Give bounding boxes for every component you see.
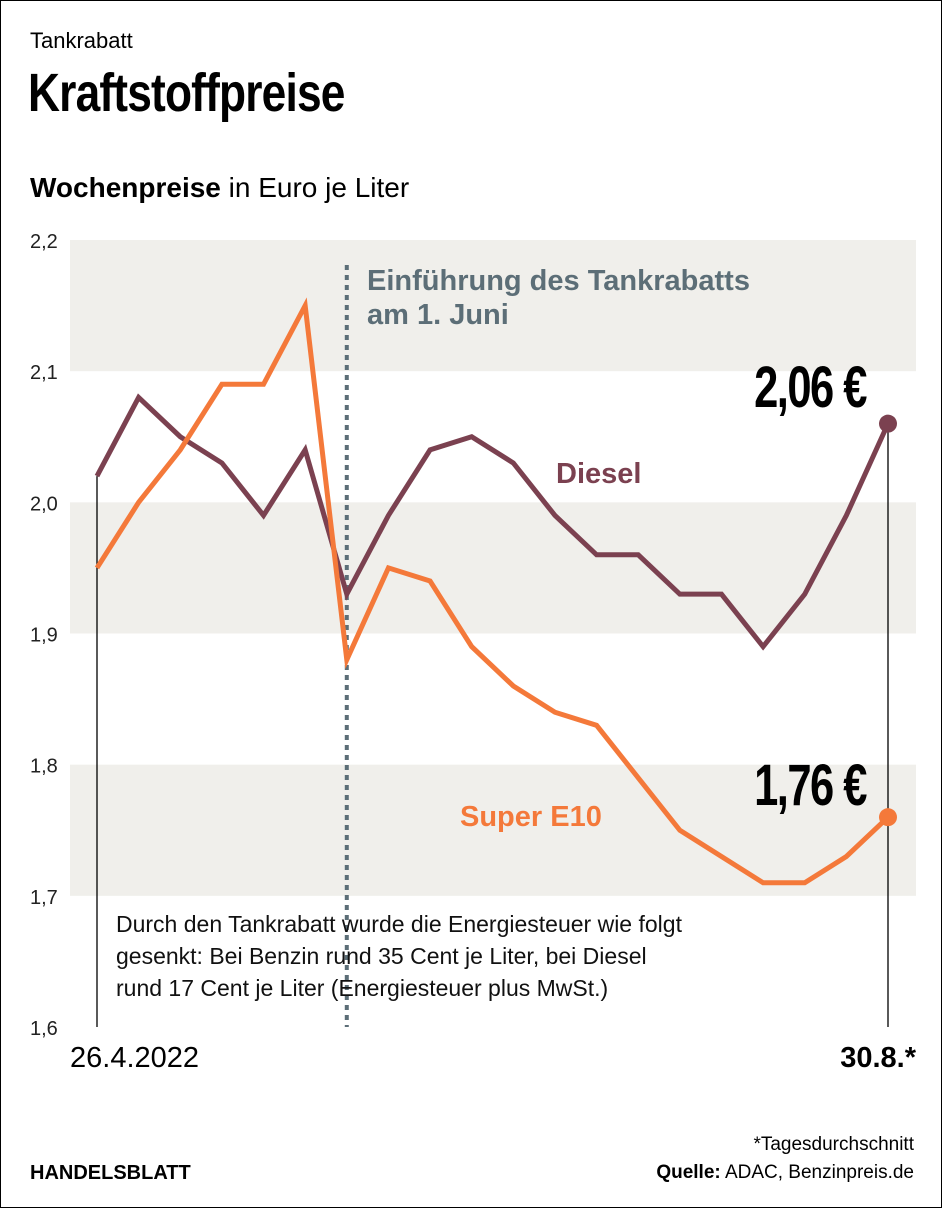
subtitle-rest: in Euro je Liter: [220, 172, 410, 203]
chart-title: Kraftstoffpreise: [28, 63, 345, 123]
end-value-label: 1,76 €: [754, 753, 867, 817]
x-start-label: 26.4.2022: [70, 1042, 199, 1074]
y-tick-label: 2,2: [30, 231, 58, 253]
y-tick-label: 2,1: [30, 362, 58, 384]
grid-band: [70, 240, 916, 372]
data-point: [879, 414, 897, 433]
series-line-diesel: [94, 393, 891, 651]
kicker: Tankrabatt: [30, 28, 133, 53]
note-text: rund 17 Cent je Liter (Energiesteuer plu…: [116, 975, 608, 1001]
event-label: am 1. Juni: [367, 299, 509, 331]
grid-band: [70, 502, 916, 634]
note-text: gesenkt: Bei Benzin rund 35 Cent je Lite…: [116, 943, 647, 969]
x-end-label: 30.8.*: [840, 1042, 916, 1074]
grid-band: [70, 764, 916, 896]
y-tick-label: 2,0: [30, 493, 58, 515]
source-text: ADAC, Benzinpreis.de: [720, 1162, 914, 1183]
footnote: *Tagesdurchschnitt: [753, 1134, 914, 1155]
data-point: [879, 808, 897, 827]
y-tick-label: 1,9: [30, 625, 58, 647]
event-label: Einführung des Tankrabatts: [367, 265, 750, 297]
series-line-e10: [94, 297, 890, 886]
source: Quelle: ADAC, Benzinpreis.de: [656, 1162, 914, 1184]
y-tick-label: 1,6: [30, 1018, 58, 1040]
y-tick-label: 1,8: [30, 756, 58, 778]
end-value-label: 2,06 €: [754, 355, 867, 419]
source-label: Quelle:: [656, 1162, 721, 1183]
subtitle-bold: Wochenpreise: [30, 172, 221, 203]
brand-logo: HANDELSBLATT: [30, 1162, 191, 1184]
y-tick-label: 1,7: [30, 887, 58, 909]
chart-subtitle: Wochenpreise in Euro je Liter: [30, 172, 409, 204]
series-label: Super E10: [460, 801, 602, 833]
note-text: Durch den Tankrabatt wurde die Energiest…: [116, 911, 683, 937]
series-label: Diesel: [556, 458, 641, 490]
